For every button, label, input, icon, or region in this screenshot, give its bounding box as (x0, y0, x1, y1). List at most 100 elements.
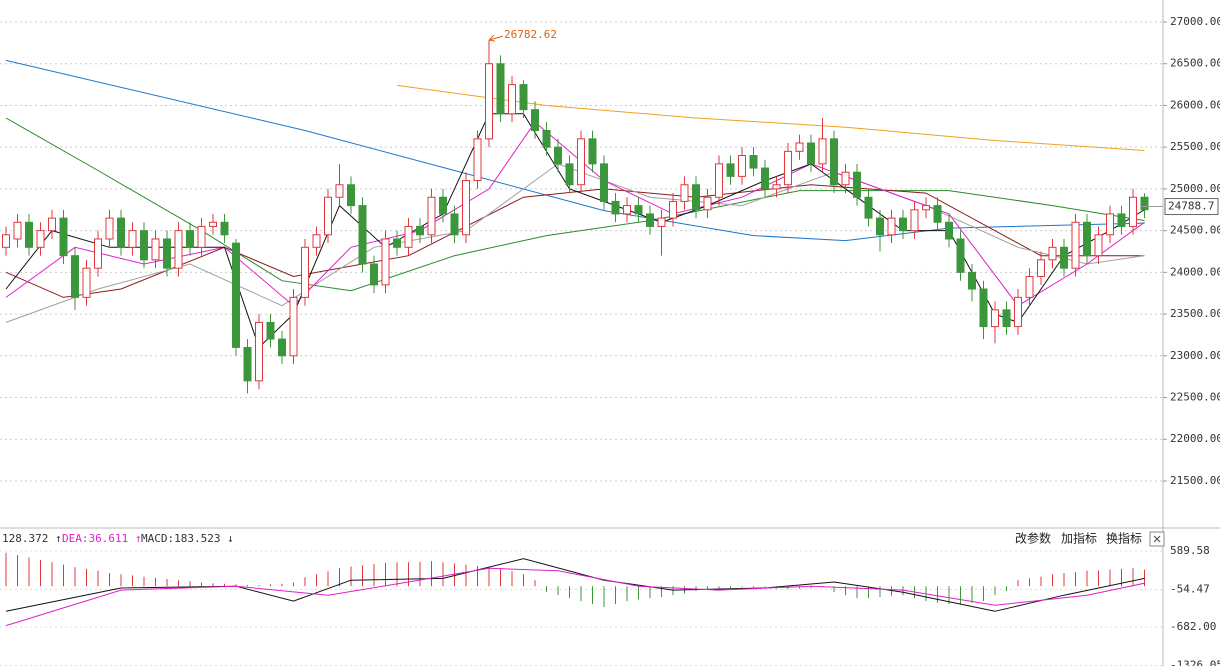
candle-body (634, 205, 643, 215)
candle-body (968, 271, 976, 290)
candle-body (151, 238, 160, 261)
candle-body (2, 234, 10, 248)
candle (1037, 251, 1045, 285)
candle (623, 197, 631, 223)
candle-body (1037, 259, 1045, 278)
y-tick-label: 23000.00 (1170, 349, 1220, 362)
candle (381, 230, 390, 294)
y2-tick-label: 589.58 (1170, 544, 1210, 557)
candle (1002, 301, 1011, 335)
candle-body (1140, 196, 1149, 211)
y-tick-label: 24000.00 (1170, 265, 1220, 278)
y-tick-label: 22500.00 (1170, 391, 1220, 404)
candle-body (646, 213, 654, 227)
candle-body (312, 234, 321, 248)
candle (887, 209, 896, 244)
candle-body (876, 217, 884, 236)
moving-average (5, 59, 1145, 242)
peak-label: 26782.62 (504, 28, 557, 41)
candle-body (933, 205, 942, 223)
candle (841, 163, 850, 194)
dif-label: 128.372 ↑ (2, 532, 62, 545)
candle-body (220, 221, 229, 236)
close-button[interactable] (1149, 531, 1165, 547)
candle (554, 138, 562, 173)
candle (1106, 205, 1114, 244)
candle (59, 209, 68, 265)
candle (600, 155, 608, 210)
y-tick-label: 22000.00 (1170, 432, 1220, 445)
candle-body (140, 230, 148, 261)
candle (508, 76, 516, 123)
candle-body (266, 321, 275, 340)
candle-body (1060, 246, 1068, 269)
candle (611, 193, 620, 223)
candle (25, 213, 33, 256)
candle (956, 230, 965, 281)
candle (749, 147, 758, 177)
candle-body (278, 338, 286, 357)
candle (945, 213, 953, 248)
candle (243, 339, 252, 394)
candle-body (393, 238, 401, 248)
y-tick-label: 21500.00 (1170, 474, 1220, 487)
candle (933, 197, 942, 231)
indicator-header: 128.372 ↑ DEA:36.611 ↑ MACD:183.523 ↓ 改参… (2, 531, 1165, 547)
candle (140, 222, 148, 269)
candle (186, 222, 194, 256)
candle (370, 255, 378, 294)
button[interactable]: 改参数 (1015, 531, 1051, 546)
candle (174, 222, 183, 277)
candle-body (1106, 213, 1114, 236)
candle-body (358, 205, 367, 265)
candle (450, 205, 459, 244)
candle (255, 314, 263, 390)
candle-body (922, 205, 930, 211)
candle (1071, 213, 1080, 277)
candle (496, 55, 505, 123)
candle (692, 176, 700, 219)
candle-body (531, 109, 539, 131)
candle (427, 188, 436, 244)
candle (278, 330, 286, 365)
candle-body (404, 225, 413, 248)
candle-body (887, 217, 896, 236)
candle (220, 213, 229, 244)
candle (404, 218, 413, 256)
button[interactable]: 加指标 (1061, 531, 1097, 546)
candle-body (761, 167, 769, 190)
candle (117, 209, 125, 256)
candle-body (795, 142, 804, 152)
candle (289, 289, 298, 365)
candle-body (669, 200, 677, 219)
candle (1060, 238, 1068, 277)
candle-body (600, 163, 608, 202)
candle (634, 197, 643, 223)
candle-body (473, 138, 482, 182)
y2-tick-label: -54.47 (1170, 582, 1210, 595)
candle-body (818, 138, 827, 165)
candle-body (864, 196, 873, 219)
candle (542, 122, 551, 156)
candle-body (370, 263, 378, 286)
candle-body (588, 138, 597, 165)
candle (209, 213, 217, 235)
button[interactable]: 换指标 (1106, 531, 1142, 546)
candle (853, 163, 861, 206)
candle-body (554, 146, 562, 165)
candle-body (13, 221, 22, 240)
candle-body (209, 221, 217, 227)
candle-body (692, 184, 700, 211)
candle (1083, 213, 1091, 265)
candle (163, 230, 171, 277)
candle-body (1014, 296, 1022, 328)
macd-label: MACD:183.523 ↓ (141, 532, 234, 545)
candle-body (623, 205, 631, 215)
candle (715, 155, 723, 206)
candle (2, 226, 10, 256)
candle-body (508, 84, 516, 115)
candle-body (416, 225, 424, 236)
candle-body (1117, 213, 1126, 227)
candle-body (657, 217, 666, 227)
